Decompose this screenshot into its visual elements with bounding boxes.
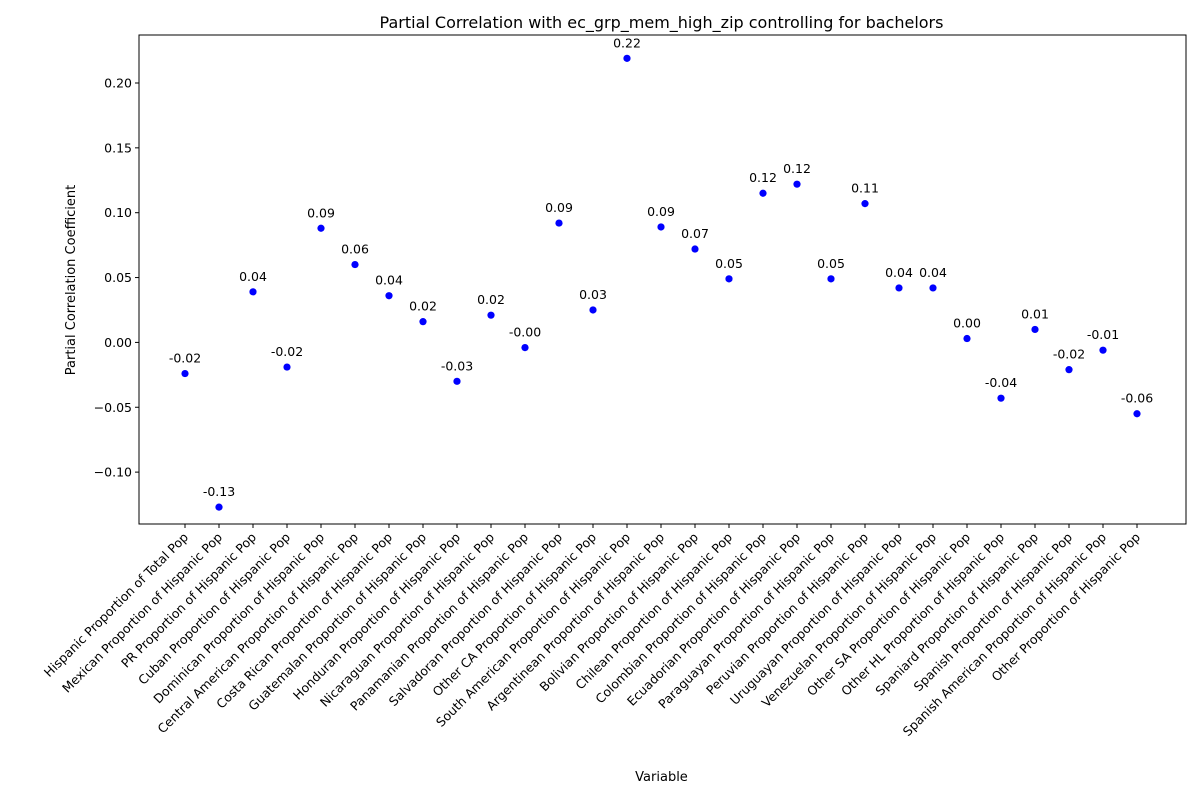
- data-label: 0.05: [715, 256, 743, 271]
- data-point: [997, 394, 1005, 402]
- data-label: 0.09: [647, 204, 675, 219]
- data-label: 0.22: [613, 35, 641, 50]
- data-point: [419, 318, 427, 326]
- data-point: [793, 180, 801, 188]
- data-label: -0.02: [169, 351, 201, 366]
- data-labels: -0.02 -0.13 0.04 -0.02 0.09 0.06 0.04 0.02 -0.03…: [169, 35, 1153, 499]
- data-label: -0.00: [509, 325, 541, 340]
- data-point: [759, 189, 767, 197]
- data-label: 0.05: [817, 256, 845, 271]
- data-point: [657, 223, 665, 231]
- data-label: -0.02: [271, 344, 303, 359]
- data-point: [249, 288, 257, 296]
- plot-frame: [138, 34, 1187, 525]
- data-label: -0.03: [441, 358, 473, 373]
- y-tick-label: 0.05: [104, 270, 132, 285]
- data-label: 0.09: [307, 205, 335, 220]
- data-point: [623, 54, 631, 62]
- x-axis-label: Variable: [635, 770, 688, 785]
- data-point: [453, 377, 461, 385]
- data-label: -0.13: [203, 484, 235, 499]
- data-point: [589, 306, 597, 314]
- data-point: [895, 284, 903, 292]
- data-label: 0.04: [885, 265, 913, 280]
- data-points: [181, 54, 1141, 511]
- data-label: 0.07: [681, 226, 709, 241]
- data-label: 0.12: [783, 161, 811, 176]
- data-point: [1099, 346, 1107, 354]
- data-point: [521, 343, 529, 352]
- data-label: 0.02: [477, 292, 505, 307]
- data-label: 0.06: [341, 242, 369, 257]
- y-axis-label: Partial Correlation Coefficient: [64, 185, 79, 376]
- data-label: 0.12: [749, 170, 777, 185]
- data-label: 0.04: [239, 269, 267, 284]
- data-label: -0.01: [1087, 327, 1119, 342]
- data-label: 0.00: [953, 316, 981, 331]
- chart-title: Partial Correlation with ec_grp_mem_high…: [380, 13, 944, 33]
- y-axis: −0.10 −0.05 0.00 0.05 0.10 0.15 0.20: [94, 75, 139, 480]
- data-label: 0.02: [409, 299, 437, 314]
- y-tick-label: 0.20: [104, 75, 132, 90]
- data-point: [181, 369, 189, 378]
- data-label: 0.01: [1021, 306, 1049, 321]
- y-tick-label: −0.10: [94, 465, 132, 480]
- data-label: -0.06: [1121, 391, 1153, 406]
- data-point: [487, 311, 495, 319]
- data-point: [929, 284, 937, 292]
- y-tick-label: −0.05: [94, 400, 132, 415]
- data-point: [351, 260, 359, 269]
- data-point: [215, 503, 223, 511]
- data-point: [1031, 325, 1039, 334]
- data-point: [1133, 410, 1141, 418]
- data-label: -0.02: [1053, 347, 1085, 362]
- data-label: 0.04: [375, 273, 403, 288]
- data-label: 0.11: [851, 181, 879, 196]
- data-point: [725, 275, 733, 283]
- data-label: -0.04: [985, 375, 1017, 390]
- data-point: [385, 292, 393, 300]
- data-point: [317, 224, 325, 232]
- data-point: [827, 275, 835, 283]
- data-label: 0.09: [545, 200, 573, 215]
- data-label: 0.03: [579, 287, 607, 302]
- y-tick-label: 0.00: [104, 335, 132, 350]
- data-point: [1065, 366, 1073, 374]
- y-tick-label: 0.10: [104, 205, 132, 220]
- data-point: [963, 334, 971, 343]
- data-point: [555, 219, 563, 227]
- data-point: [283, 363, 291, 371]
- data-point: [861, 200, 869, 208]
- data-label: 0.04: [919, 265, 947, 280]
- data-point: [691, 245, 699, 253]
- y-tick-label: 0.15: [104, 140, 132, 155]
